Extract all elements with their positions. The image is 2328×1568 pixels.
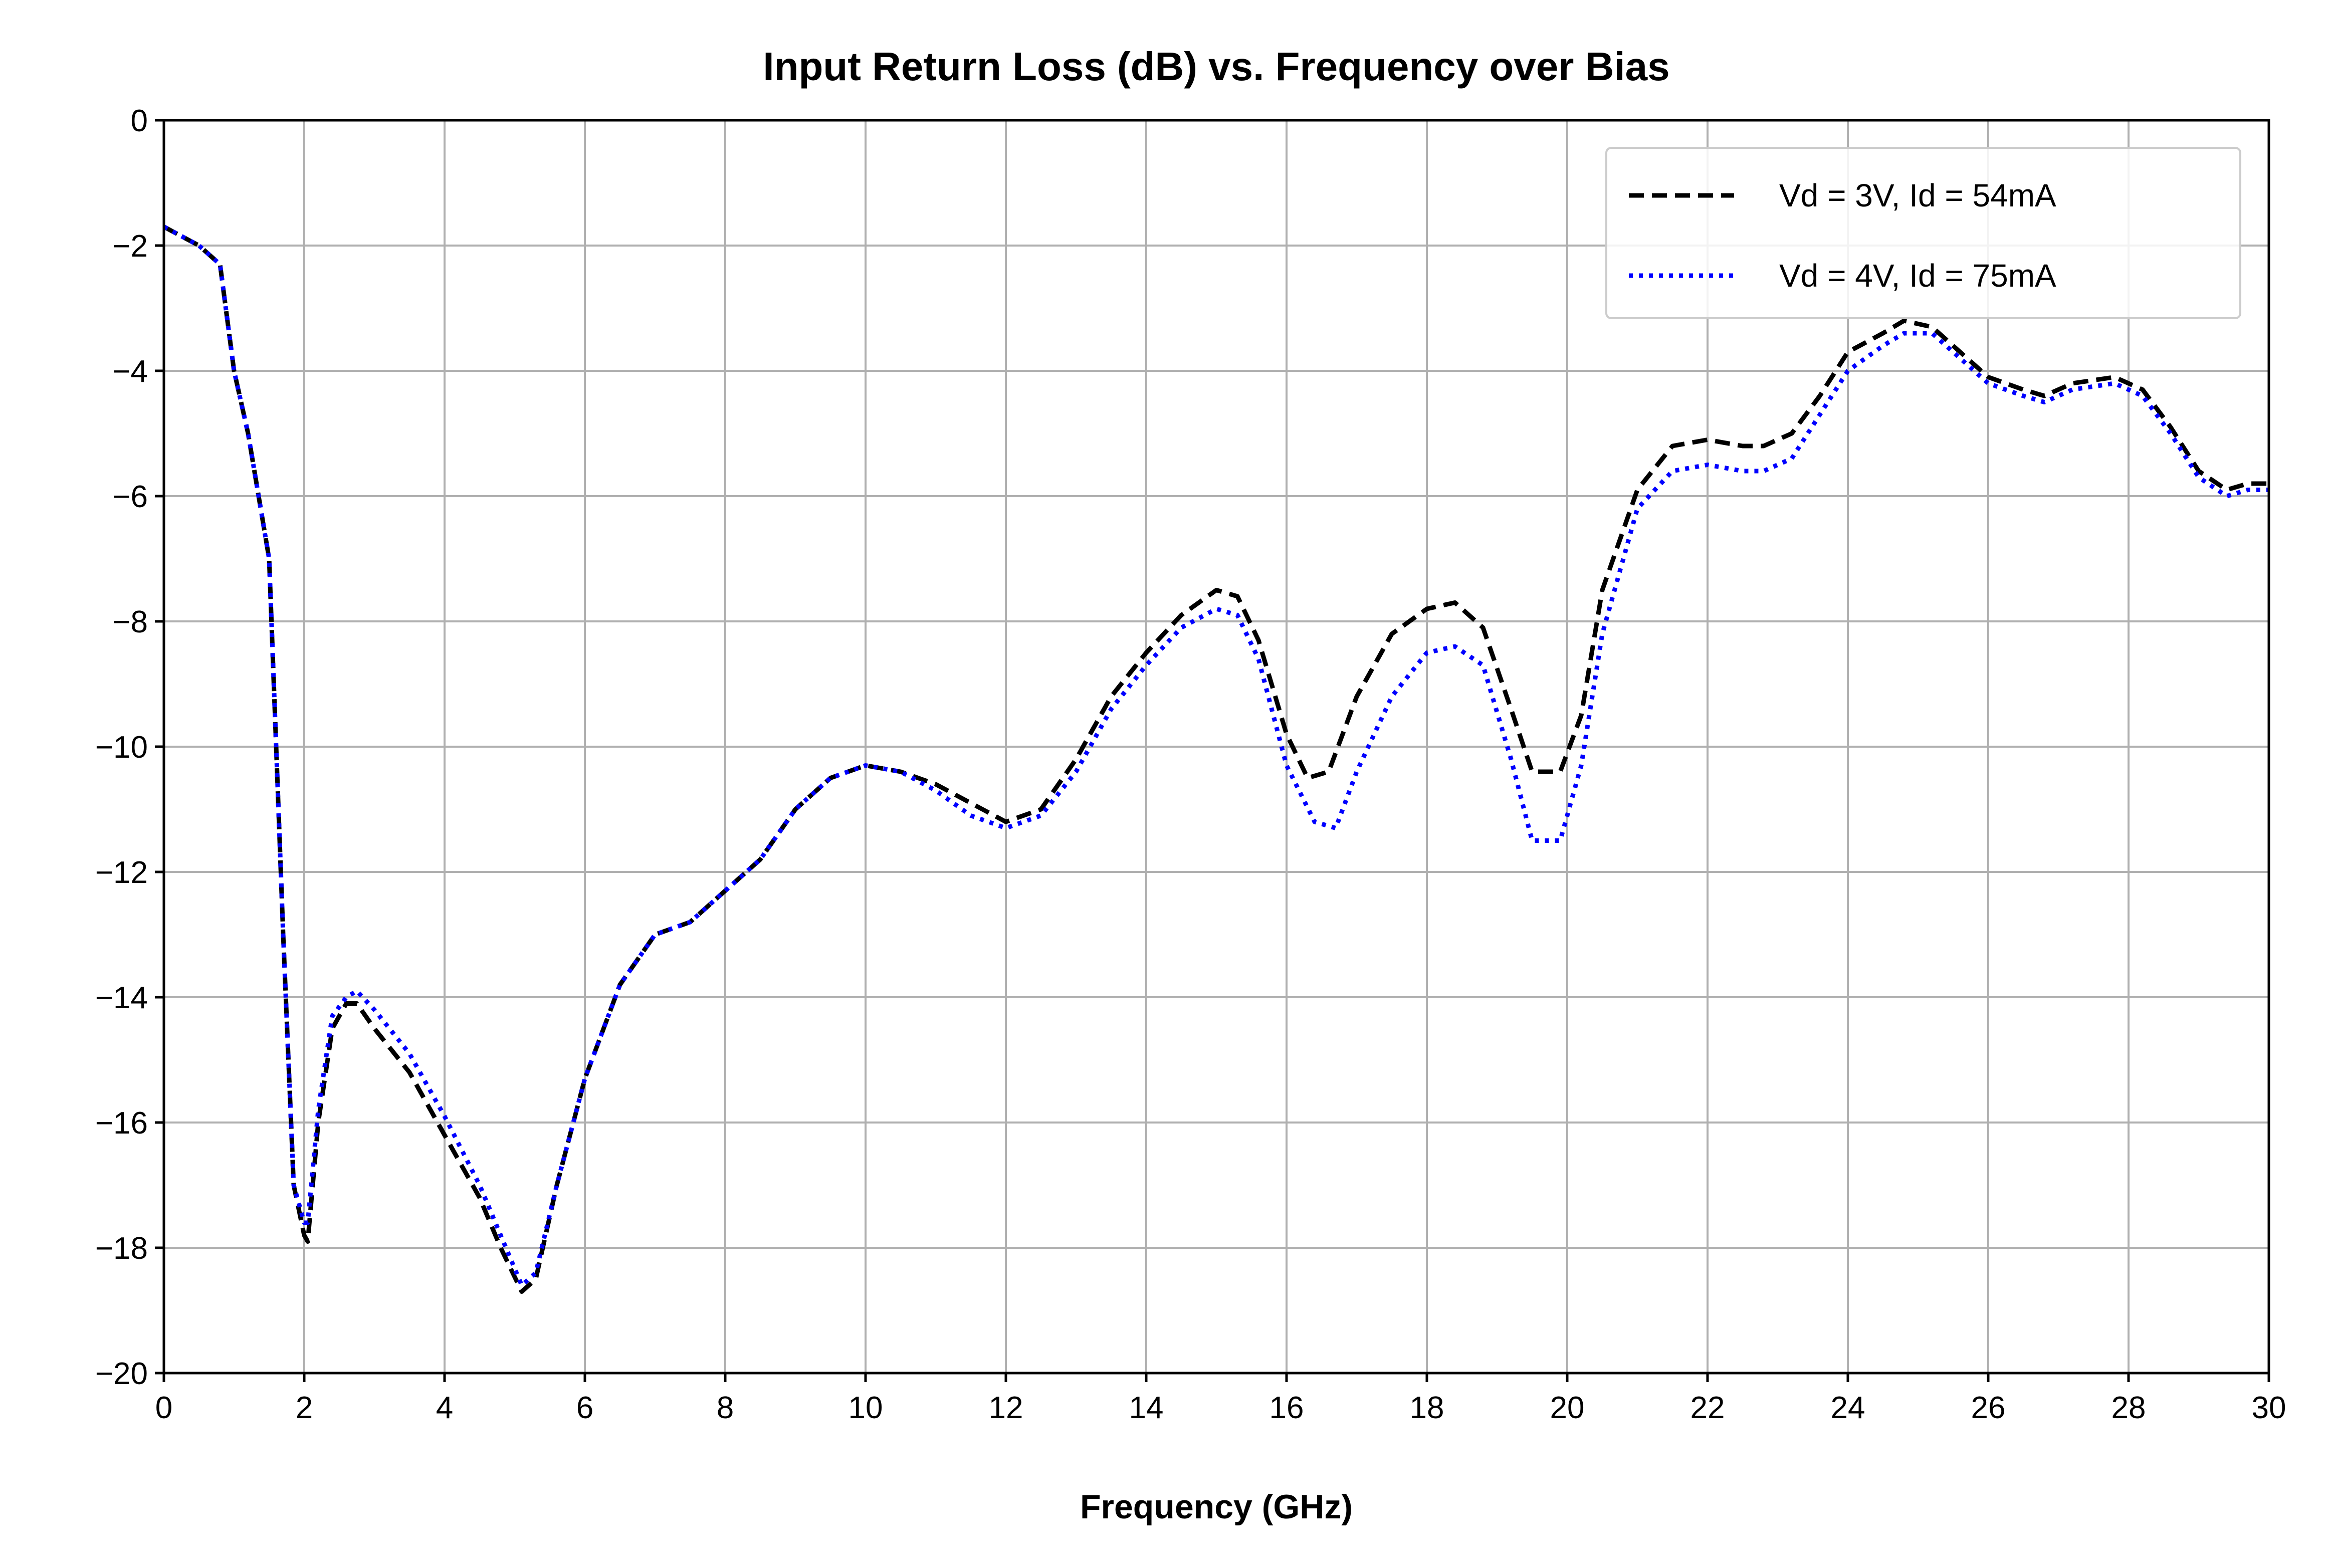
legend-box	[1605, 147, 2241, 319]
series-lines	[162, 225, 2269, 1294]
x-tick-label: 16	[1269, 1391, 1304, 1425]
x-tick-label: 14	[1129, 1391, 1164, 1425]
axis-ticks: 0 2 4 6 8 10 12 14 16 18 20 22 24 26 28 300−2−4−6−8−10−…	[95, 104, 2286, 1425]
series-line-1	[162, 225, 2269, 1294]
chart-title: Input Return Loss (dB) vs. Frequency ove…	[763, 44, 1669, 89]
y-tick-label: −4	[112, 354, 148, 389]
y-tick-label: −8	[112, 605, 148, 639]
x-tick-label: 6	[576, 1391, 593, 1425]
y-tick-label: −10	[95, 730, 148, 765]
x-tick-label: 24	[1831, 1391, 1865, 1425]
x-axis-label: Frequency (GHz)	[1080, 1488, 1353, 1526]
series-line-2	[162, 225, 2269, 1288]
x-tick-label: 30	[2252, 1391, 2286, 1425]
legend-label-series-2: Vd = 4V, Id = 75mA	[1779, 258, 2056, 294]
x-tick-label: 2	[296, 1391, 313, 1425]
x-tick-label: 18	[1410, 1391, 1444, 1425]
x-tick-label: 4	[436, 1391, 453, 1425]
y-tick-label: −12	[95, 855, 148, 890]
x-tick-label: 10	[849, 1391, 883, 1425]
y-tick-label: −6	[112, 480, 148, 514]
legend: Vd = 3V, Id = 54mA Vd = 4V, Id = 75mA	[1605, 147, 2241, 319]
y-tick-label: −2	[112, 229, 148, 264]
legend-label-series-1: Vd = 3V, Id = 54mA	[1779, 177, 2056, 213]
y-tick-label: −16	[95, 1106, 148, 1141]
y-tick-label: −20	[95, 1357, 148, 1391]
x-tick-label: 28	[2111, 1391, 2146, 1425]
y-tick-label: −18	[95, 1231, 148, 1266]
x-tick-label: 22	[1690, 1391, 1725, 1425]
x-tick-label: 26	[1971, 1391, 2006, 1425]
y-tick-label: −14	[95, 981, 148, 1015]
x-tick-label: 20	[1550, 1391, 1585, 1425]
x-tick-label: 0	[155, 1391, 172, 1425]
y-tick-label: 0	[131, 104, 148, 138]
x-tick-label: 8	[717, 1391, 734, 1425]
x-tick-label: 12	[989, 1391, 1023, 1425]
